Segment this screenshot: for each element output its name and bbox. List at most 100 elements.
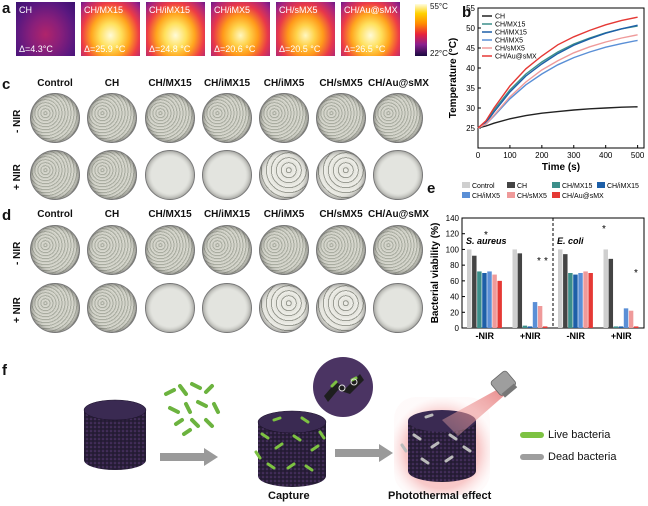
significance-mark: * (602, 224, 606, 235)
legend-label: CH/sMX5 (517, 193, 547, 200)
legend-swatch (462, 182, 470, 188)
petri-dish (30, 283, 80, 333)
nir-laser-illustration (442, 370, 518, 436)
plate-column-label: CH/iMX15 (203, 209, 251, 220)
panel-e-label: e (427, 180, 436, 197)
y-tick-label: 30 (466, 104, 475, 113)
x-tick-label: 200 (535, 151, 549, 160)
legend-label: CH/Au@sMX (562, 193, 604, 200)
photothermal-effect-label: Photothermal effect (388, 490, 492, 502)
legend-label: CH/iMX15 (607, 183, 639, 190)
viability-bar (472, 255, 477, 328)
legend-label: CH/iMX5 (472, 193, 500, 200)
petri-dish (373, 150, 423, 200)
plate-column-label: CH/iMX5 (263, 78, 305, 89)
y-tick-label: 55 (466, 4, 475, 13)
significance-mark: * (634, 268, 638, 279)
plate-column-label: CH/MX15 (148, 78, 192, 89)
series-line-ch-smx5 (477, 34, 638, 129)
temperature-line-chart: 0 100 200 300 400 500 25 30 35 40 45 50 55 Time (s) Te… (448, 4, 645, 172)
colorbar-max-label: 55°C (430, 2, 448, 11)
viability-bar (563, 254, 568, 328)
captured-bacteria-scaffold (254, 410, 327, 487)
viability-bar (583, 271, 588, 328)
plate-column-label: CH/iMX15 (203, 78, 251, 89)
x-tick-label: 400 (599, 151, 613, 160)
thermal-image: CH/iMX15 Δ=24.8 °C (146, 2, 205, 56)
legend-label: CH/sMX5 (495, 46, 525, 53)
petri-dish (259, 283, 309, 333)
thermal-image: CH Δ=4.3°C (16, 2, 75, 56)
legend-swatch (507, 192, 515, 198)
petri-dish (87, 225, 137, 275)
panel-f-label: f (2, 362, 7, 379)
petri-dish (145, 225, 195, 275)
plate-column-label: CH/sMX5 (319, 209, 363, 220)
legend-live-label: Live bacteria (548, 429, 611, 441)
panel-d-label: d (2, 207, 12, 224)
scaffold-illustration (83, 399, 147, 470)
thermal-image: CH/sMX5 Δ=20.5 °C (276, 2, 335, 56)
legend-dead-label: Dead bacteria (548, 451, 617, 463)
thermal-image-label: CH/Au@sMX (344, 5, 398, 15)
legend-swatch (462, 192, 470, 198)
y-tick-label: 40 (466, 64, 475, 73)
temperature-colorbar (415, 4, 427, 56)
petri-dish (316, 225, 366, 275)
viability-bar (573, 274, 578, 328)
y-axis-label: Temperature (°C) (448, 38, 459, 119)
viability-bar (623, 308, 629, 328)
y-tick-label: 80 (450, 261, 459, 270)
nir-row-label: - NIR (12, 241, 23, 265)
thermal-image-label: CH (19, 5, 32, 15)
category-label: +NIR (520, 331, 541, 341)
plate-column-label: Control (37, 209, 73, 220)
petri-dish (316, 150, 366, 200)
legend-swatch (597, 182, 605, 188)
y-tick-label: 20 (450, 308, 459, 317)
nir-row-label: - NIR (12, 109, 23, 133)
legend-swatch (552, 182, 560, 188)
legend-label: CH/MX15 (562, 183, 592, 190)
plate-column-label: CH/Au@sMX (368, 209, 429, 220)
group-title: S. aureus (466, 236, 507, 246)
petri-dish (30, 93, 80, 143)
x-axis-label: Time (s) (542, 162, 580, 172)
legend-swatch (507, 182, 515, 188)
y-tick-label: 50 (466, 24, 475, 33)
series-line-ch-imx15 (477, 24, 638, 129)
thermal-image: CH/iMX5 Δ=20.6 °C (211, 2, 270, 56)
significance-mark: * (537, 256, 541, 267)
viability-bar (542, 326, 548, 328)
category-label: +NIR (611, 331, 632, 341)
plate-column-label: CH/iMX5 (263, 209, 305, 220)
legend-label: CH/iMX15 (495, 30, 527, 37)
viability-bar (613, 326, 619, 328)
petri-dish (145, 93, 195, 143)
legend-label: CH/MX15 (495, 22, 525, 29)
y-tick-label: 40 (450, 293, 459, 302)
petri-dish (202, 93, 252, 143)
thermal-image-label: CH/iMX5 (214, 5, 251, 15)
y-tick-label: 0 (455, 324, 460, 333)
y-tick-label: 140 (446, 214, 460, 223)
viability-bar (477, 271, 482, 328)
viability-bar (527, 326, 533, 328)
viability-bar (628, 310, 634, 328)
petri-dish (30, 150, 80, 200)
nir-row-label: + NIR (12, 164, 23, 190)
viability-bar (537, 306, 543, 328)
y-tick-label: 120 (446, 230, 460, 239)
viability-bar (497, 280, 502, 328)
x-tick-label: 300 (567, 151, 581, 160)
legend-label: CH (517, 183, 527, 190)
petri-dish (259, 150, 309, 200)
thermal-image-label: CH/iMX15 (149, 5, 191, 15)
petri-dish (373, 225, 423, 275)
category-label: -NIR (567, 331, 586, 341)
group-title: E. coli (557, 236, 584, 246)
viability-bar (492, 274, 497, 328)
y-tick-label: 45 (466, 44, 475, 53)
zoom-inset-illustration (313, 357, 373, 417)
viability-bar (558, 249, 563, 328)
